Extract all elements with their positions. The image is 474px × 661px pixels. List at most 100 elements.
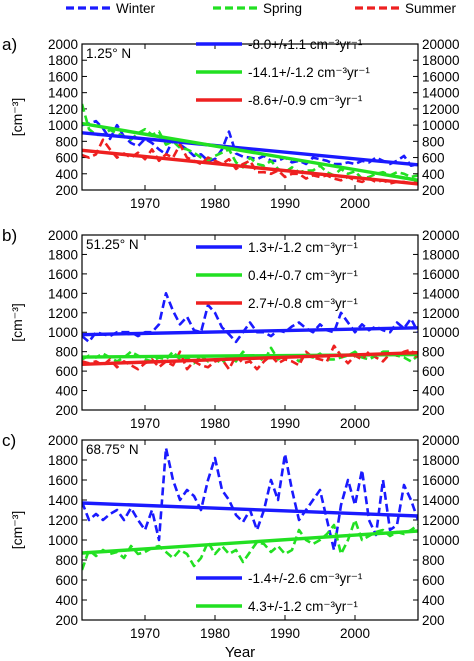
y-tick-label-right: 10000: [422, 533, 460, 548]
trend-line-spring: [82, 529, 418, 555]
trend-line-spring: [82, 121, 418, 182]
y-tick-label-right: 12000: [422, 306, 460, 321]
y-tick-label-right: 20000: [422, 37, 460, 52]
y-tick-label-right: 20000: [422, 433, 460, 448]
x-axis-label: Year: [225, 644, 255, 661]
y-tick-label-left: 1200: [48, 306, 78, 321]
y-tick-label-left: 1800: [48, 453, 78, 468]
panel-letter: a): [2, 35, 17, 54]
y-tick-label-left: 200: [55, 613, 78, 628]
y-tick-label-left: 2000: [48, 37, 78, 52]
y-tick-label-right: 16000: [422, 473, 460, 488]
y-tick-label-right: 200: [422, 183, 445, 198]
plot-frame: [81, 43, 419, 191]
panel-2: 200 200 400 400 600 600 800 800 1000 10000 1200 120…: [2, 226, 460, 431]
y-tick-label-left: 1200: [48, 102, 78, 117]
y-tick-label-right: 18000: [422, 247, 460, 262]
panel-letter: b): [2, 226, 17, 245]
panel-3: 200 200 400 400 600 600 800 800 1000 10000 1200 120…: [2, 431, 460, 641]
trend-line-winter: [82, 501, 418, 518]
y-tick-label-left: 1600: [48, 69, 78, 84]
x-tick-label: 1980: [200, 196, 230, 211]
y-tick-label-left: 200: [55, 403, 78, 418]
x-tick-label: 1970: [130, 626, 160, 641]
y-tick-label-left: 1800: [48, 53, 78, 68]
y-tick-label-right: 10000: [422, 118, 460, 133]
trend-legend-label-spring: -14.1+/-1.2 cm⁻³yr⁻¹: [248, 65, 370, 80]
y-tick-label-right: 14000: [422, 286, 460, 301]
y-axis-label: [cm⁻³]: [9, 303, 25, 342]
y-tick-label-left: 1000: [48, 325, 78, 340]
series-summer: [82, 138, 418, 185]
x-tick-label: 2000: [340, 626, 370, 641]
y-tick-label-right: 600: [422, 151, 445, 166]
series-group: [82, 446, 418, 571]
y-tick-label-left: 400: [55, 384, 78, 399]
y-tick-label-right: 12000: [422, 513, 460, 528]
trend-legend-label-spring: 4.3+/-1.2 cm⁻³yr⁻¹: [248, 599, 358, 614]
y-tick-label-right: 20000: [422, 228, 460, 243]
y-tick-label-right: 10000: [422, 325, 460, 340]
series-spring: [82, 518, 418, 571]
y-tick-label-right: 18000: [422, 53, 460, 68]
x-tick-label: 1990: [270, 626, 300, 641]
y-tick-label-left: 1600: [48, 473, 78, 488]
y-tick-label-left: 400: [55, 167, 78, 182]
y-tick-label-right: 12000: [422, 102, 460, 117]
y-tick-label-left: 1400: [48, 493, 78, 508]
y-tick-label-right: 200: [422, 403, 445, 418]
y-tick-label-left: 1400: [48, 86, 78, 101]
legend-label-spring: Spring: [263, 1, 302, 16]
y-tick-label-right: 14000: [422, 493, 460, 508]
trend-line-winter: [82, 326, 418, 337]
legend-label-summer: Summer: [405, 1, 457, 16]
y-tick-label-left: 1400: [48, 286, 78, 301]
x-tick-label: 1990: [270, 196, 300, 211]
y-tick-label-left: 1000: [48, 118, 78, 133]
trend-line-winter: [82, 131, 418, 167]
y-tick-label-left: 800: [55, 134, 78, 149]
y-tick-label-right: 600: [422, 364, 445, 379]
latitude-label: 68.75° N: [86, 442, 139, 457]
series-group: [82, 291, 418, 371]
y-axis-label: [cm⁻³]: [9, 98, 25, 137]
y-tick-label-left: 400: [55, 593, 78, 608]
trend-legend-label-summer: -8.6+/-0.9 cm⁻³yr⁻¹: [248, 93, 363, 108]
y-tick-label-right: 800: [422, 134, 445, 149]
y-tick-label-right: 200: [422, 613, 445, 628]
y-tick-label-right: 600: [422, 573, 445, 588]
trend-line-summer: [82, 350, 418, 367]
x-tick-label: 1990: [270, 416, 300, 431]
series-winter: [82, 291, 418, 344]
x-tick-label: 2000: [340, 196, 370, 211]
y-tick-label-right: 400: [422, 593, 445, 608]
y-tick-label-left: 600: [55, 151, 78, 166]
y-axis-label: [cm⁻³]: [9, 511, 25, 550]
x-tick-label: 1970: [130, 416, 160, 431]
y-tick-label-right: 16000: [422, 69, 460, 84]
trend-legend-label-winter: -1.4+/-2.6 cm⁻³yr⁻¹: [248, 571, 363, 586]
series-group: [82, 103, 418, 186]
y-tick-label-right: 18000: [422, 453, 460, 468]
trend-line-summer: [82, 148, 418, 186]
x-tick-label: 2000: [340, 416, 370, 431]
legend-label-winter: Winter: [116, 1, 156, 16]
y-tick-label-left: 2000: [48, 228, 78, 243]
y-tick-label-right: 14000: [422, 86, 460, 101]
y-tick-label-left: 1000: [48, 533, 78, 548]
y-tick-label-left: 200: [55, 183, 78, 198]
y-tick-label-left: 1800: [48, 247, 78, 262]
trend-legend-label-summer: 2.7+/-0.8 cm⁻³yr⁻¹: [248, 296, 358, 311]
latitude-label: 1.25° N: [86, 46, 131, 61]
y-tick-label-left: 1200: [48, 513, 78, 528]
y-tick-label-right: 400: [422, 167, 445, 182]
y-tick-label-left: 800: [55, 345, 78, 360]
trend-legend-label-winter: -8.0+/-1.1 cm⁻³yr⁻¹: [248, 37, 363, 52]
y-tick-label-right: 800: [422, 345, 445, 360]
latitude-label: 51.25° N: [86, 237, 139, 252]
plot-frame: [81, 439, 419, 621]
y-tick-label-left: 600: [55, 573, 78, 588]
x-tick-label: 1970: [130, 196, 160, 211]
